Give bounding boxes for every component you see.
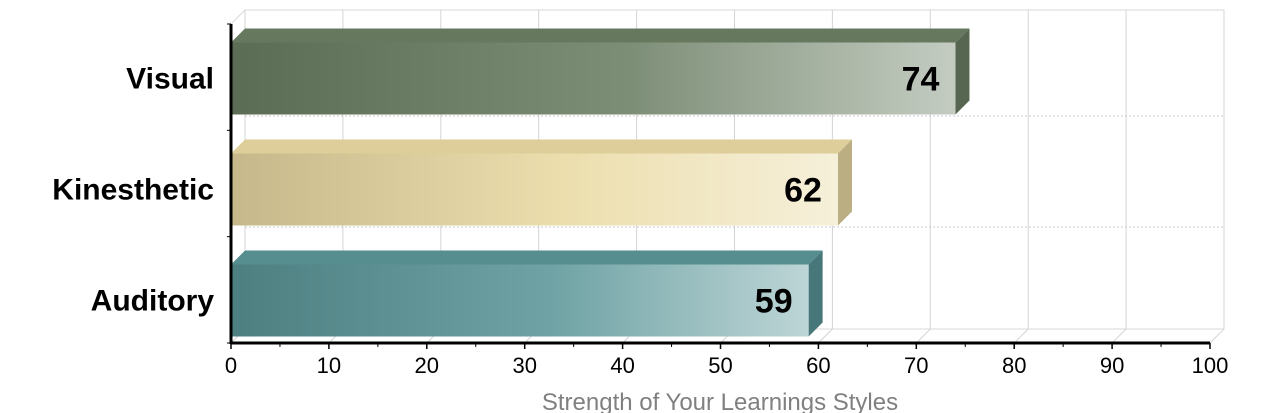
x-tick-label: 100	[1192, 353, 1229, 378]
bar-front-face	[231, 153, 838, 226]
data-label: 62	[784, 172, 822, 210]
x-tick-label: 80	[1002, 353, 1026, 378]
x-tick-label: 50	[708, 353, 732, 378]
bar-front-face	[231, 264, 809, 337]
x-tick-label: 0	[225, 353, 237, 378]
x-axis-title: Strength of Your Learnings Styles	[542, 389, 898, 413]
bar-kinesthetic: 62	[231, 139, 852, 226]
chart-axes: Visual Kinesthetic Auditory 0 10 20 30 40 50 60 70…	[52, 23, 1229, 378]
bar-side-face	[808, 250, 823, 337]
x-tick-label: 60	[806, 353, 830, 378]
bar-top-face	[231, 28, 970, 43]
bar-auditory: 59	[231, 250, 823, 337]
bar-side-face	[955, 28, 970, 115]
x-tick-label: 70	[904, 353, 928, 378]
floor-gridline	[818, 328, 833, 344]
chart-bars: 74 62 59	[231, 28, 970, 337]
bar-side-face	[837, 139, 852, 226]
bar-top-face	[231, 250, 823, 265]
x-tick-label: 30	[512, 353, 536, 378]
data-label: 74	[902, 61, 940, 99]
x-tick-label: 10	[317, 353, 341, 378]
side-wall-edge	[230, 9, 246, 25]
floor-gridline	[1013, 328, 1029, 344]
floor-gridline	[1111, 328, 1127, 344]
floor-gridline	[1209, 328, 1225, 344]
x-tick-label: 40	[610, 353, 634, 378]
x-tick-label: 20	[415, 353, 439, 378]
x-tick-label: 90	[1100, 353, 1124, 378]
bar-visual: 74	[231, 28, 970, 115]
bar-top-face	[231, 139, 852, 154]
data-label: 59	[755, 283, 793, 321]
bar-front-face	[231, 42, 956, 115]
category-label: Visual	[126, 63, 214, 96]
category-label: Kinesthetic	[52, 174, 214, 207]
floor-gridline	[915, 328, 931, 344]
category-label: Auditory	[91, 285, 215, 318]
